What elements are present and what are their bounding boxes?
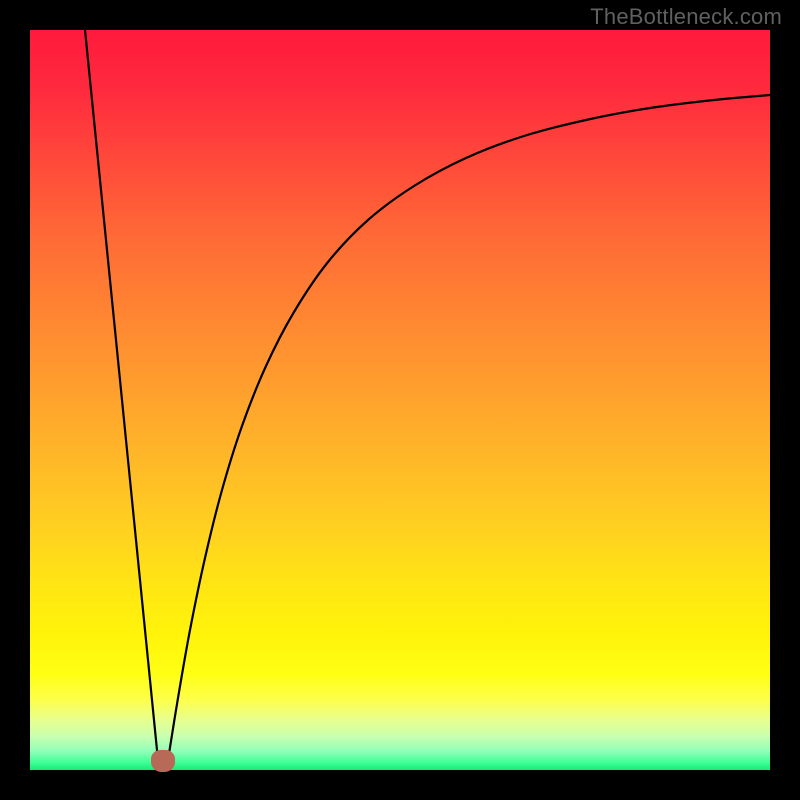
- watermark-text: TheBottleneck.com: [590, 4, 782, 30]
- valley-marker: [151, 750, 175, 772]
- chart-frame: TheBottleneck.com: [0, 0, 800, 800]
- right-branch-curve: [168, 95, 770, 760]
- left-branch-curve: [85, 30, 158, 760]
- plot-area: [30, 30, 770, 770]
- curve-overlay: [30, 30, 770, 770]
